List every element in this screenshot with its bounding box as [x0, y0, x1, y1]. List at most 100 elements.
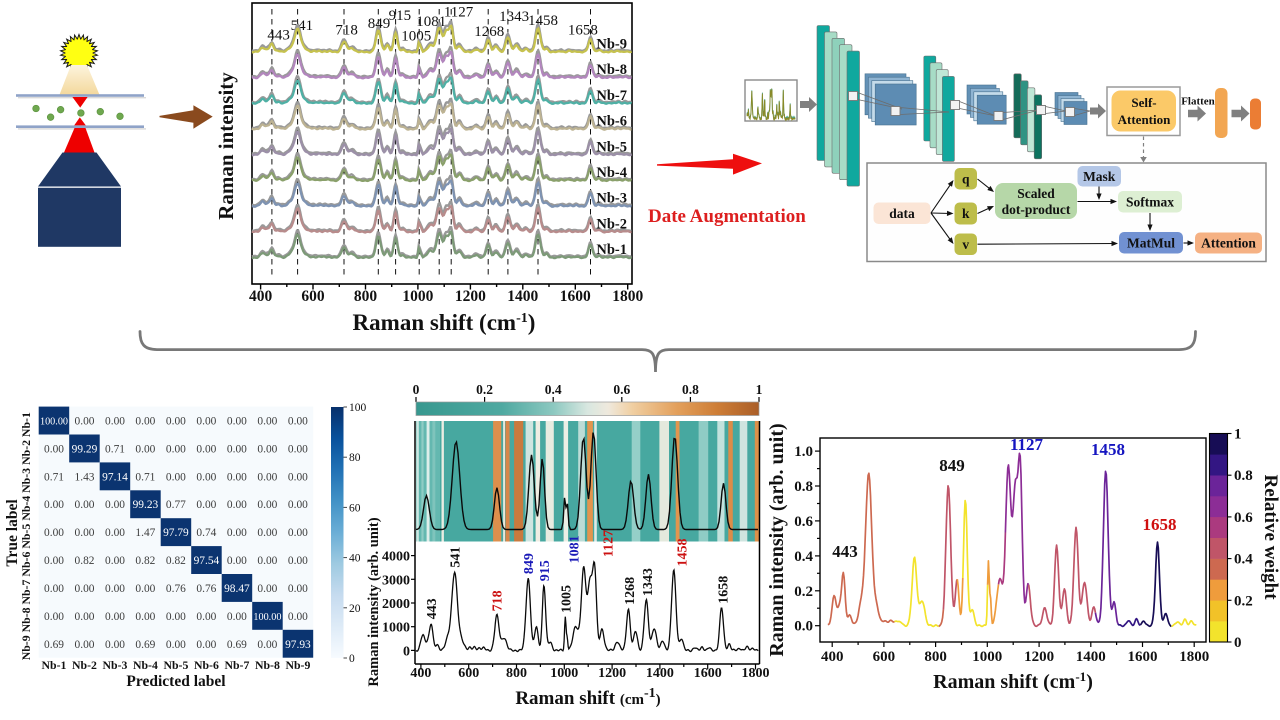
svg-text:99.23: 99.23	[133, 499, 159, 511]
svg-text:1005: 1005	[559, 585, 574, 613]
svg-text:0.00: 0.00	[75, 611, 95, 623]
svg-text:0.00: 0.00	[44, 555, 64, 567]
svg-text:100.00: 100.00	[40, 417, 68, 428]
svg-text:0.00: 0.00	[75, 527, 95, 539]
svg-text:97.93: 97.93	[285, 639, 311, 651]
svg-text:Nb-1: Nb-1	[596, 242, 627, 258]
svg-text:1268: 1268	[623, 577, 638, 605]
svg-text:400: 400	[249, 288, 273, 305]
svg-text:Attention: Attention	[1118, 112, 1171, 127]
svg-text:0.00: 0.00	[288, 416, 308, 428]
svg-text:0.00: 0.00	[288, 611, 308, 623]
svg-text:Nb-6: Nb-6	[596, 114, 627, 130]
svg-text:Relative weight: Relative weight	[1260, 474, 1280, 600]
svg-text:443: 443	[832, 542, 858, 561]
svg-text:1343: 1343	[641, 568, 656, 596]
svg-text:97.54: 97.54	[194, 555, 220, 567]
svg-text:718: 718	[335, 23, 358, 39]
svg-text:443: 443	[425, 598, 440, 619]
svg-text:Predicted label: Predicted label	[126, 673, 226, 690]
svg-text:0.00: 0.00	[257, 555, 277, 567]
svg-text:Nb-9: Nb-9	[596, 37, 627, 53]
svg-text:0.00: 0.00	[166, 471, 186, 483]
svg-text:1200: 1200	[455, 288, 486, 305]
svg-text:0.00: 0.00	[257, 639, 277, 651]
svg-text:1: 1	[1234, 427, 1242, 443]
svg-text:0.00: 0.00	[135, 443, 155, 455]
svg-text:849: 849	[522, 553, 537, 574]
svg-text:0: 0	[413, 382, 420, 397]
svg-text:40: 40	[349, 553, 361, 565]
svg-text:0.00: 0.00	[288, 555, 308, 567]
svg-text:Nb-1: Nb-1	[19, 412, 33, 437]
svg-text:0.71: 0.71	[135, 471, 155, 483]
svg-text:0.00: 0.00	[196, 471, 216, 483]
svg-text:0.00: 0.00	[75, 639, 95, 651]
svg-text:1400: 1400	[1076, 649, 1106, 665]
svg-text:0.69: 0.69	[44, 639, 64, 651]
svg-text:Raman intensity: Raman intensity	[214, 72, 238, 220]
svg-text:0.6: 0.6	[794, 514, 813, 530]
svg-text:0.2: 0.2	[794, 584, 813, 600]
svg-text:1458: 1458	[676, 539, 691, 567]
svg-text:0.00: 0.00	[227, 527, 247, 539]
svg-text:Nb-2: Nb-2	[72, 658, 97, 672]
svg-text:0.00: 0.00	[288, 443, 308, 455]
svg-text:0.00: 0.00	[227, 555, 247, 567]
svg-text:0.2: 0.2	[476, 382, 493, 397]
svg-text:0.00: 0.00	[166, 639, 186, 651]
svg-text:0.00: 0.00	[105, 499, 125, 511]
svg-text:0.00: 0.00	[257, 583, 277, 595]
svg-text:0.00: 0.00	[288, 471, 308, 483]
svg-text:1200: 1200	[598, 666, 626, 681]
svg-text:Raman intensity (arb. unit): Raman intensity (arb. unit)	[766, 423, 788, 656]
svg-text:600: 600	[301, 288, 325, 305]
svg-text:0.00: 0.00	[257, 443, 277, 455]
svg-text:1127: 1127	[1010, 435, 1044, 454]
svg-text:Nb-5: Nb-5	[596, 139, 627, 155]
svg-text:1800: 1800	[1179, 649, 1209, 665]
svg-text:0.00: 0.00	[44, 499, 64, 511]
svg-text:Nb-3: Nb-3	[19, 468, 33, 493]
svg-text:80: 80	[349, 452, 361, 464]
svg-text:Nb-8: Nb-8	[596, 62, 627, 78]
svg-text:Self-: Self-	[1131, 95, 1156, 110]
svg-text:Nb-8: Nb-8	[19, 607, 33, 632]
svg-text:0.82: 0.82	[135, 555, 155, 567]
svg-text:Nb-3: Nb-3	[596, 191, 627, 207]
svg-text:0.00: 0.00	[257, 416, 277, 428]
svg-text:Mask: Mask	[1083, 169, 1116, 184]
svg-text:0.4: 0.4	[1234, 552, 1253, 568]
svg-text:0.00: 0.00	[135, 416, 155, 428]
svg-text:0.2: 0.2	[1234, 593, 1253, 609]
svg-text:0.00: 0.00	[166, 611, 186, 623]
svg-text:0.00: 0.00	[105, 583, 125, 595]
svg-text:data: data	[889, 206, 915, 221]
svg-text:0.00: 0.00	[166, 443, 186, 455]
svg-text:1081: 1081	[568, 535, 583, 563]
svg-text:1000: 1000	[550, 666, 578, 681]
svg-text:0.00: 0.00	[105, 555, 125, 567]
svg-text:Nb-4: Nb-4	[133, 658, 158, 672]
svg-text:100.00: 100.00	[253, 612, 281, 623]
svg-text:0.00: 0.00	[166, 416, 186, 428]
svg-text:0.8: 0.8	[1234, 468, 1253, 484]
svg-text:0.82: 0.82	[166, 555, 186, 567]
svg-text:0.69: 0.69	[135, 639, 155, 651]
svg-text:1600: 1600	[694, 666, 722, 681]
svg-text:718: 718	[491, 590, 506, 611]
svg-text:0.00: 0.00	[135, 611, 155, 623]
svg-text:0.00: 0.00	[105, 416, 125, 428]
svg-text:0.00: 0.00	[196, 416, 216, 428]
svg-text:0.4: 0.4	[545, 382, 562, 397]
svg-text:1458: 1458	[528, 13, 558, 29]
svg-text:1127: 1127	[602, 530, 617, 557]
svg-text:1.0: 1.0	[794, 444, 813, 460]
svg-text:0.8: 0.8	[794, 479, 813, 495]
svg-text:541: 541	[448, 547, 463, 568]
svg-text:k: k	[962, 206, 970, 221]
svg-text:Raman intensity (arb. unit): Raman intensity (arb. unit)	[366, 517, 382, 686]
svg-text:0.4: 0.4	[794, 549, 813, 565]
svg-text:Nb-2: Nb-2	[19, 440, 33, 465]
svg-text:Nb-4: Nb-4	[19, 496, 33, 521]
